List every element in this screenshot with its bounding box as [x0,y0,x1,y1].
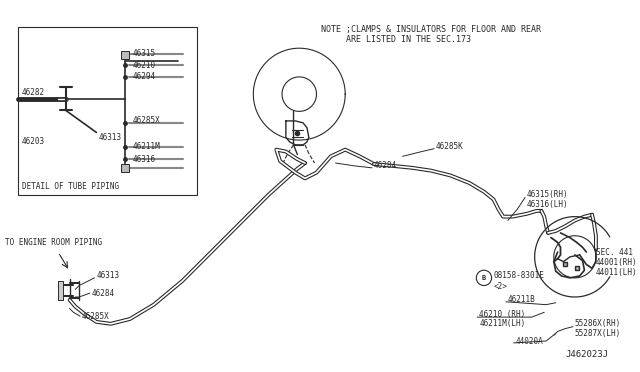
Text: 46211M(LH): 46211M(LH) [479,319,525,328]
Text: 46211M: 46211M [132,142,161,151]
Text: 46284: 46284 [374,161,397,170]
Bar [121,164,129,171]
Text: 46315(RH): 46315(RH) [527,190,569,199]
Text: 46316: 46316 [132,155,156,164]
Text: DETAIL OF TUBE PIPING: DETAIL OF TUBE PIPING [22,182,119,192]
Text: 46285K: 46285K [436,142,464,151]
Text: 46294: 46294 [132,73,156,81]
Text: 46285X: 46285X [82,312,110,321]
Text: <2>: <2> [493,282,508,291]
Text: 46313: 46313 [99,133,122,142]
Text: NOTE ;CLAMPS & INSULATORS FOR FLOOR AND REAR: NOTE ;CLAMPS & INSULATORS FOR FLOOR AND … [321,25,541,33]
Text: SEC. 441: SEC. 441 [596,247,633,257]
Circle shape [476,270,492,286]
Bar [58,281,63,300]
Text: J462023J: J462023J [565,350,608,359]
Text: 55287X(LH): 55287X(LH) [575,329,621,338]
Text: 46282: 46282 [22,88,45,97]
Text: ARE LISTED IN THE SEC.173: ARE LISTED IN THE SEC.173 [321,35,471,44]
Text: B: B [482,275,486,281]
Text: 46284: 46284 [92,289,115,298]
Text: 46211B: 46211B [508,295,536,304]
Text: TO ENGINE ROOM PIPING: TO ENGINE ROOM PIPING [6,238,102,247]
Text: 44001(RH): 44001(RH) [596,258,637,267]
Text: 46203: 46203 [22,138,45,147]
Text: 46210 (RH): 46210 (RH) [479,310,525,319]
Text: 46316(LH): 46316(LH) [527,200,569,209]
Text: 08158-8301E: 08158-8301E [493,272,545,280]
Text: 46315: 46315 [132,49,156,58]
Text: 44011(LH): 44011(LH) [596,267,637,277]
Text: 46285X: 46285X [132,116,161,125]
Text: 44020A: 44020A [516,337,543,346]
Text: 46210: 46210 [132,61,156,70]
Bar [18,27,197,195]
Bar [121,51,129,59]
Text: 46313: 46313 [97,272,120,280]
Text: 55286X(RH): 55286X(RH) [575,319,621,328]
